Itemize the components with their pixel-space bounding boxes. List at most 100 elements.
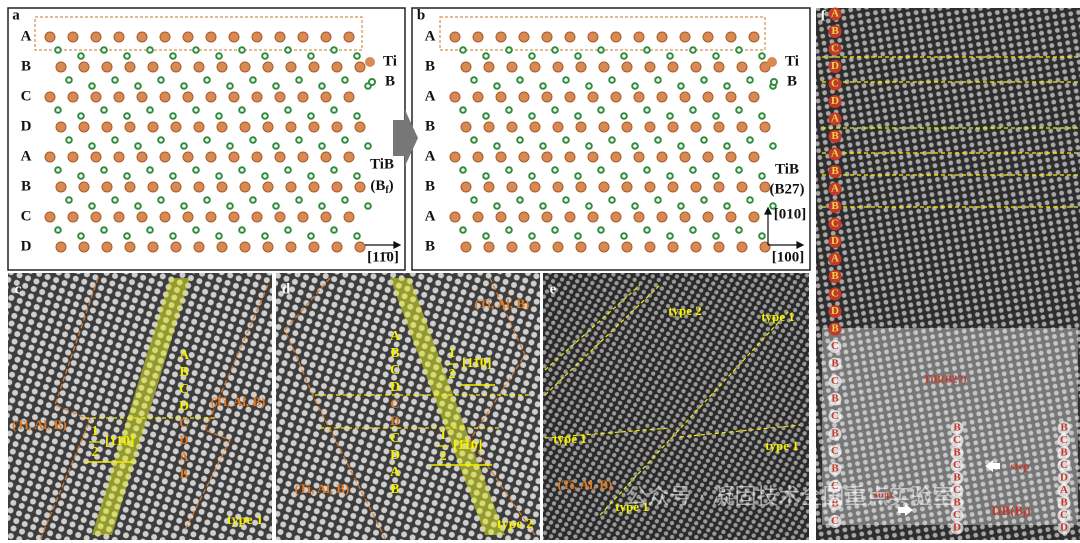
- b-atom: [295, 196, 303, 204]
- ti-atom: [518, 91, 530, 103]
- b-atom: [111, 136, 119, 144]
- b-atom: [482, 232, 490, 240]
- b-atom: [643, 46, 651, 54]
- b-atom: [192, 46, 200, 54]
- ti-atom: [541, 211, 553, 223]
- stacking-label: C: [1060, 459, 1068, 471]
- letter-badge: [1057, 471, 1071, 485]
- stacking-label: C: [831, 340, 839, 352]
- layer-label: A: [425, 208, 436, 224]
- legend-label: Ti: [383, 53, 397, 69]
- b-atom: [505, 106, 513, 114]
- b-atom: [111, 196, 119, 204]
- stacking-label: B: [831, 323, 839, 335]
- b-atom: [459, 226, 467, 234]
- b-atom: [226, 142, 234, 150]
- ti-atom: [124, 241, 136, 253]
- ti-atom: [690, 61, 702, 73]
- ti-atom: [274, 211, 286, 223]
- b-atom: [307, 232, 315, 240]
- letter-badge: [828, 217, 842, 231]
- letter-badge: [828, 392, 842, 406]
- ti-atom: [610, 31, 622, 43]
- stacking-label: B: [1060, 497, 1068, 509]
- ti-atom: [205, 151, 217, 163]
- ti-atom: [541, 151, 553, 163]
- b-atom: [643, 166, 651, 174]
- letter-badge: [950, 496, 964, 510]
- ti-atom: [506, 121, 518, 133]
- stacking-label: C: [390, 363, 400, 378]
- structure-part: f: [385, 185, 389, 196]
- b-atom: [505, 46, 513, 54]
- layer-label: B: [425, 238, 435, 254]
- ti-atom: [702, 31, 714, 43]
- b-atom: [712, 232, 720, 240]
- b-atom: [528, 232, 536, 240]
- ti-atom: [667, 121, 679, 133]
- b-atom: [482, 172, 490, 180]
- atom-lattice: [44, 31, 777, 253]
- ti-atom: [552, 181, 564, 193]
- ti-atom: [483, 181, 495, 193]
- stacking-label: D: [179, 399, 189, 414]
- b-atom: [585, 82, 593, 90]
- ti-atom: [205, 31, 217, 43]
- b-atom: [470, 136, 478, 144]
- stacking-label: A: [390, 329, 401, 344]
- ti-atom: [495, 31, 507, 43]
- layer-label: B: [21, 58, 31, 74]
- b-atom: [341, 136, 349, 144]
- ti-atom: [564, 31, 576, 43]
- structure-part: ): [1026, 503, 1030, 518]
- ti-atom: [713, 61, 725, 73]
- b-atom: [735, 226, 743, 234]
- ti-atom: [736, 181, 748, 193]
- ti-atom: [274, 91, 286, 103]
- ti-atom: [44, 151, 56, 163]
- region-label: (Ti, Al, B): [558, 477, 613, 492]
- stacking-label: B: [831, 393, 839, 405]
- ti-atom: [113, 31, 125, 43]
- b-atom: [505, 166, 513, 174]
- b-atom: [330, 106, 338, 114]
- b-atom: [249, 196, 257, 204]
- letter-badge: [828, 427, 842, 441]
- ti-atom: [736, 61, 748, 73]
- letter-badge: [828, 445, 842, 458]
- stacking-label: C: [390, 396, 399, 411]
- ti-atom: [193, 61, 205, 73]
- ti-atom: [90, 31, 102, 43]
- b-atom: [608, 196, 616, 204]
- b-atom: [562, 136, 570, 144]
- ti-atom: [725, 151, 737, 163]
- letter-badge: [828, 200, 842, 213]
- b-atom: [700, 196, 708, 204]
- ti-atom: [343, 211, 355, 223]
- ti-atom: [575, 121, 587, 133]
- letter-badge: [828, 480, 842, 493]
- ti-atom: [667, 241, 679, 253]
- layer-label: B: [425, 118, 435, 134]
- stacking-label: D: [1060, 472, 1068, 484]
- ti-atom: [656, 211, 668, 223]
- stacking-label: A: [179, 449, 189, 464]
- ti-atom: [55, 61, 67, 73]
- b-atom: [65, 136, 73, 144]
- b-atom: [666, 172, 674, 180]
- panel-label: b: [417, 7, 425, 23]
- stacking-label: C: [831, 218, 839, 230]
- legend-b: [770, 78, 778, 86]
- ti-atom: [644, 241, 656, 253]
- layer-label: D: [21, 238, 32, 254]
- b-atom: [666, 232, 674, 240]
- b-atom: [88, 82, 96, 90]
- ti-atom: [205, 211, 217, 223]
- ti-atom: [702, 91, 714, 103]
- ti-atom: [598, 61, 610, 73]
- b-atom: [307, 172, 315, 180]
- fraction-vector: [1̄10]: [453, 438, 483, 453]
- stacking-label: C: [953, 484, 961, 496]
- b-atom: [295, 76, 303, 84]
- region-label: (Ti, Al, B): [475, 296, 530, 311]
